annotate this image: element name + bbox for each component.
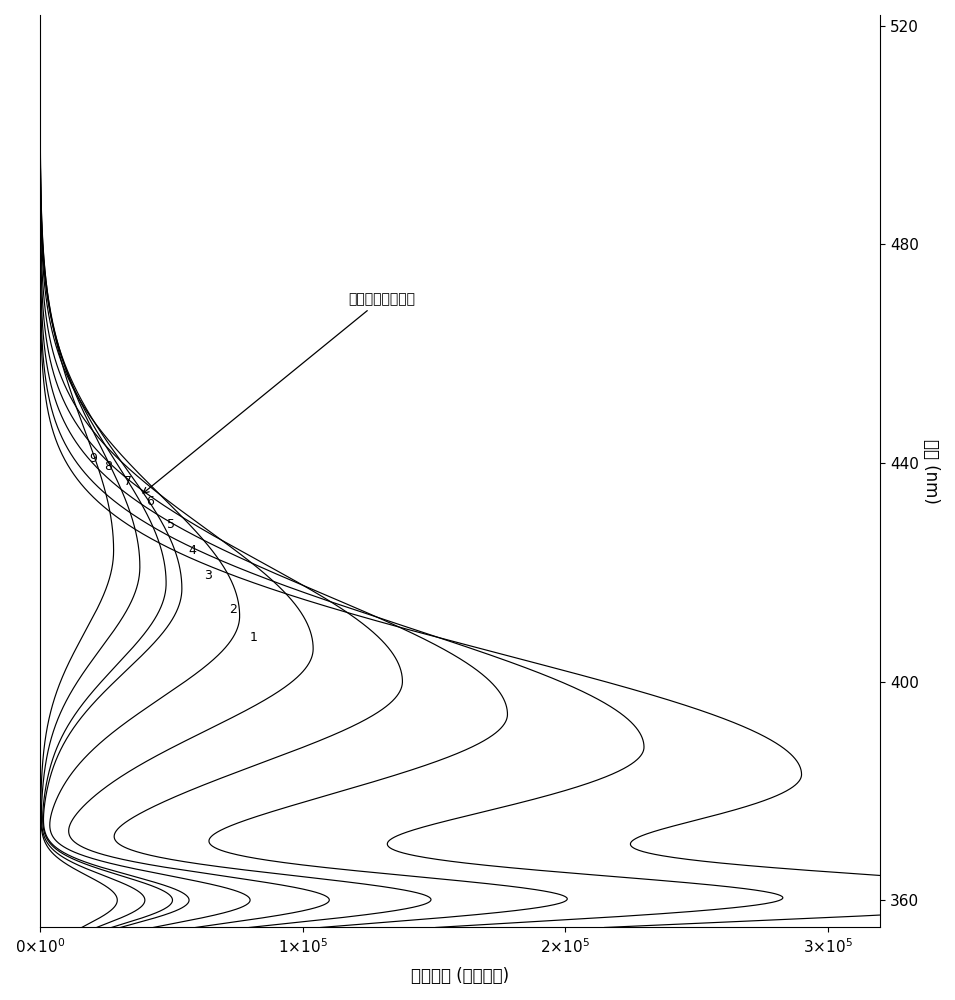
- Text: 3: 3: [204, 569, 212, 582]
- Text: 8: 8: [104, 460, 112, 473]
- Text: 5: 5: [167, 518, 175, 531]
- Y-axis label: 波长 (nm): 波长 (nm): [922, 439, 940, 504]
- Text: 4: 4: [188, 544, 196, 557]
- Text: 2: 2: [229, 603, 237, 616]
- Text: 9: 9: [89, 452, 97, 465]
- Text: 1: 1: [249, 631, 257, 644]
- X-axis label: 荧光强度 (任意单位): 荧光强度 (任意单位): [412, 967, 509, 985]
- Text: 未知样本（目标）: 未知样本（目标）: [143, 292, 414, 493]
- Text: 7: 7: [124, 475, 132, 488]
- Text: 6: 6: [146, 495, 154, 508]
